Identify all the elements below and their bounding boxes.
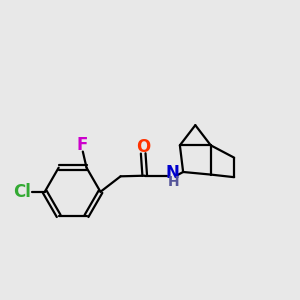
Text: F: F — [76, 136, 88, 154]
Text: H: H — [167, 175, 179, 189]
Text: N: N — [166, 164, 179, 182]
Text: O: O — [136, 138, 150, 156]
Text: Cl: Cl — [13, 183, 31, 201]
